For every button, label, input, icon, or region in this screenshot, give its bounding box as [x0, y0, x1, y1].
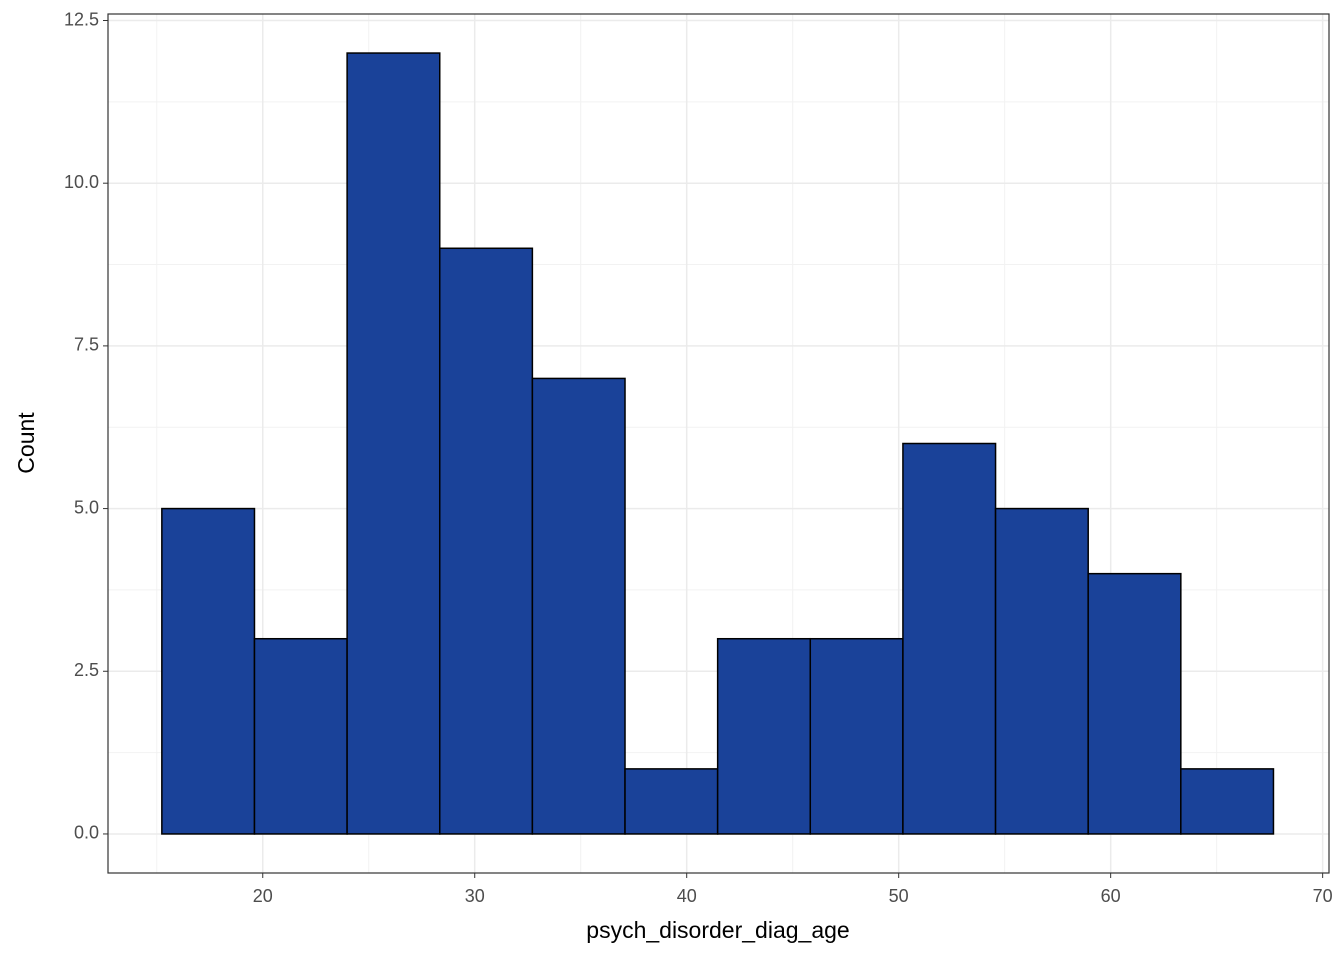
y-tick-label: 10.0	[64, 172, 99, 192]
bar	[902, 442, 997, 835]
x-tick-label: 40	[677, 886, 697, 906]
bar	[346, 52, 441, 835]
y-tick-label: 12.5	[64, 9, 99, 29]
x-tick-label: 60	[1101, 886, 1121, 906]
x-tick-label: 70	[1313, 886, 1333, 906]
bar	[1087, 572, 1182, 835]
bar	[624, 768, 719, 835]
bar	[1180, 768, 1275, 835]
y-axis-title: Count	[13, 412, 39, 474]
panel-border	[107, 13, 1330, 874]
x-tick-label: 50	[889, 886, 909, 906]
x-tick-label: 30	[465, 886, 485, 906]
x-tick-label: 20	[253, 886, 273, 906]
y-tick-label: 2.5	[74, 660, 99, 680]
y-tick-label: 7.5	[74, 335, 99, 355]
y-tick-label: 5.0	[74, 497, 99, 517]
bar	[716, 637, 812, 835]
x-axis-title: psych_disorder_diag_age	[586, 917, 849, 943]
y-tick-label: 0.0	[74, 823, 99, 843]
bar	[994, 507, 1089, 835]
bar	[809, 637, 904, 835]
bar	[161, 507, 256, 835]
bar	[438, 247, 534, 835]
bar	[531, 377, 626, 835]
bar	[253, 637, 348, 835]
